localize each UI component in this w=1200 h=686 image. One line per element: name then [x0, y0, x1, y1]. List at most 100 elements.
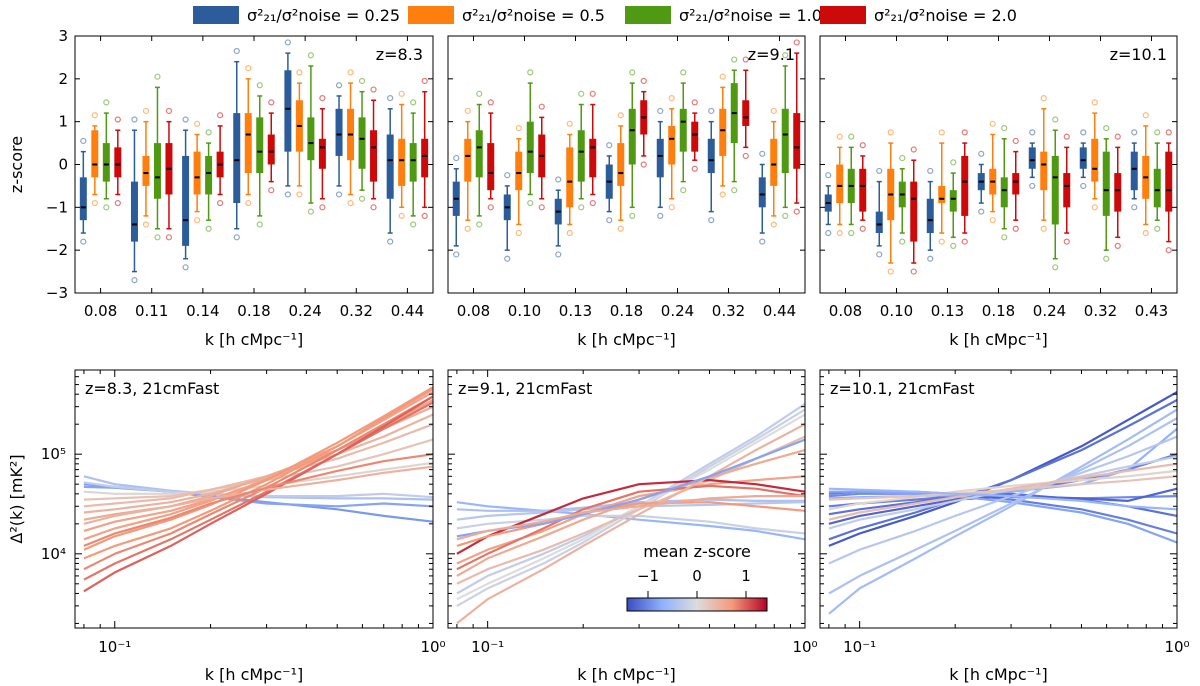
- box: [719, 108, 727, 156]
- box: [770, 138, 778, 186]
- legend-label: σ²₂₁/σ²noise = 2.0: [874, 6, 1017, 25]
- box-outlier: [307, 52, 314, 59]
- y-axis-label: z-score: [7, 136, 26, 193]
- x-axis-label: k [h cMpc⁻¹]: [205, 330, 303, 349]
- box: [318, 138, 326, 169]
- box-outlier: [268, 99, 275, 106]
- box-outlier: [245, 65, 252, 72]
- box-outlier: [1029, 129, 1036, 136]
- y-tick-label: −3: [46, 284, 68, 302]
- y-tick-label: 10⁴: [41, 545, 66, 563]
- box-outlier: [131, 116, 138, 123]
- box-outlier: [504, 255, 511, 262]
- box-outlier: [770, 221, 777, 228]
- box-outlier: [629, 69, 636, 76]
- x-tick-label: 0.08: [84, 302, 117, 320]
- box-outlier: [848, 229, 855, 237]
- box-outlier: [731, 56, 738, 63]
- x-tick-label: 0.44: [763, 302, 796, 320]
- box: [335, 108, 343, 156]
- box-outlier: [668, 204, 675, 211]
- x-axis-label: k [h cMpc⁻¹]: [577, 330, 675, 349]
- box-outlier: [194, 217, 201, 224]
- colorbar-tick-label: 0: [692, 567, 702, 585]
- box-outlier: [142, 107, 150, 115]
- box: [577, 130, 585, 182]
- boxplot-panel-z9.1: 0.08 0.10 0.13 0.18 0.24 0.32 0.44 k [h cMpc⁻¹]…: [447, 35, 806, 349]
- box: [1165, 151, 1173, 212]
- colorbar-tick-label: 1: [741, 567, 751, 585]
- box-outlier: [961, 129, 968, 136]
- box: [421, 138, 429, 178]
- box: [758, 177, 766, 208]
- power-spectrum-panel-z10.1: 10⁻¹ 10⁰ k [h cMpc⁻¹] z=10.1, 21cmFast: [819, 369, 1190, 684]
- legend-label: σ²₂₁/σ²noise = 0.5: [462, 6, 605, 25]
- box: [628, 108, 636, 165]
- box-outlier: [91, 199, 98, 207]
- spectrum-line: [828, 475, 1178, 501]
- x-tick-label: 0.10: [508, 302, 541, 320]
- x-tick-label: 0.32: [1084, 302, 1117, 320]
- box-outlier: [182, 116, 189, 123]
- x-axis-label: k [h cMpc⁻¹]: [949, 330, 1047, 349]
- x-tick-label: 0.32: [340, 302, 373, 320]
- legend-label: σ²₂₁/σ²noise = 0.25: [247, 6, 400, 25]
- box-outlier: [691, 99, 698, 106]
- box: [182, 155, 190, 246]
- x-tick-label: 0.18: [982, 302, 1015, 320]
- box-outlier: [938, 129, 945, 136]
- box-outlier: [358, 195, 366, 202]
- box-outlier: [859, 142, 866, 149]
- box-outlier: [876, 167, 883, 175]
- box-outlier: [296, 191, 303, 198]
- box-outlier: [859, 225, 866, 232]
- box-outlier: [640, 161, 647, 168]
- x-tick-label: 0.24: [1033, 302, 1066, 320]
- box-outlier: [708, 107, 715, 115]
- box-outlier: [319, 204, 326, 211]
- box: [1091, 138, 1099, 182]
- spectrum-line: [83, 401, 434, 581]
- x-tick-label: 10⁰: [792, 638, 817, 656]
- box-outlier: [731, 187, 738, 194]
- boxplot-panel-z10.1: 0.08 0.10 0.13 0.18 0.24 0.32 0.43 k [h cMpc⁻¹]…: [819, 35, 1178, 349]
- box: [1028, 147, 1036, 169]
- box-outlier: [268, 187, 275, 194]
- box-outlier: [668, 95, 675, 102]
- box-outlier: [487, 99, 494, 106]
- box-outlier: [515, 229, 522, 237]
- box-outlier: [555, 251, 562, 258]
- box: [707, 138, 715, 174]
- box-outlier: [464, 225, 471, 232]
- axes-frame: [447, 369, 806, 629]
- box-outlier: [476, 221, 483, 228]
- box: [102, 143, 110, 182]
- box: [1153, 168, 1161, 208]
- x-tick-label: 0.14: [186, 302, 219, 320]
- box-outlier: [80, 238, 87, 245]
- box-outlier: [347, 199, 354, 207]
- box-outlier: [1040, 225, 1047, 232]
- y-tick-label: 10⁵: [41, 445, 66, 463]
- box-outlier: [421, 77, 428, 85]
- box-outlier: [1142, 112, 1149, 119]
- box: [409, 143, 417, 182]
- x-tick-label: 0.08: [829, 302, 862, 320]
- box-outlier: [657, 107, 664, 115]
- box: [961, 155, 969, 216]
- box-outlier: [398, 212, 405, 219]
- colorbar: mean z-score −1 0 1: [626, 542, 768, 612]
- legend-swatch: [820, 6, 866, 24]
- box-outlier: [770, 107, 777, 115]
- spectrum-line: [83, 386, 434, 551]
- box-outlier: [566, 120, 573, 127]
- box-outlier: [1103, 255, 1110, 262]
- box: [679, 108, 687, 152]
- box-outlier: [154, 234, 161, 241]
- axes-frame: [447, 35, 806, 294]
- spectrum-line: [456, 408, 806, 607]
- box: [926, 198, 934, 234]
- box-outlier: [410, 99, 417, 106]
- box-outlier: [950, 159, 957, 166]
